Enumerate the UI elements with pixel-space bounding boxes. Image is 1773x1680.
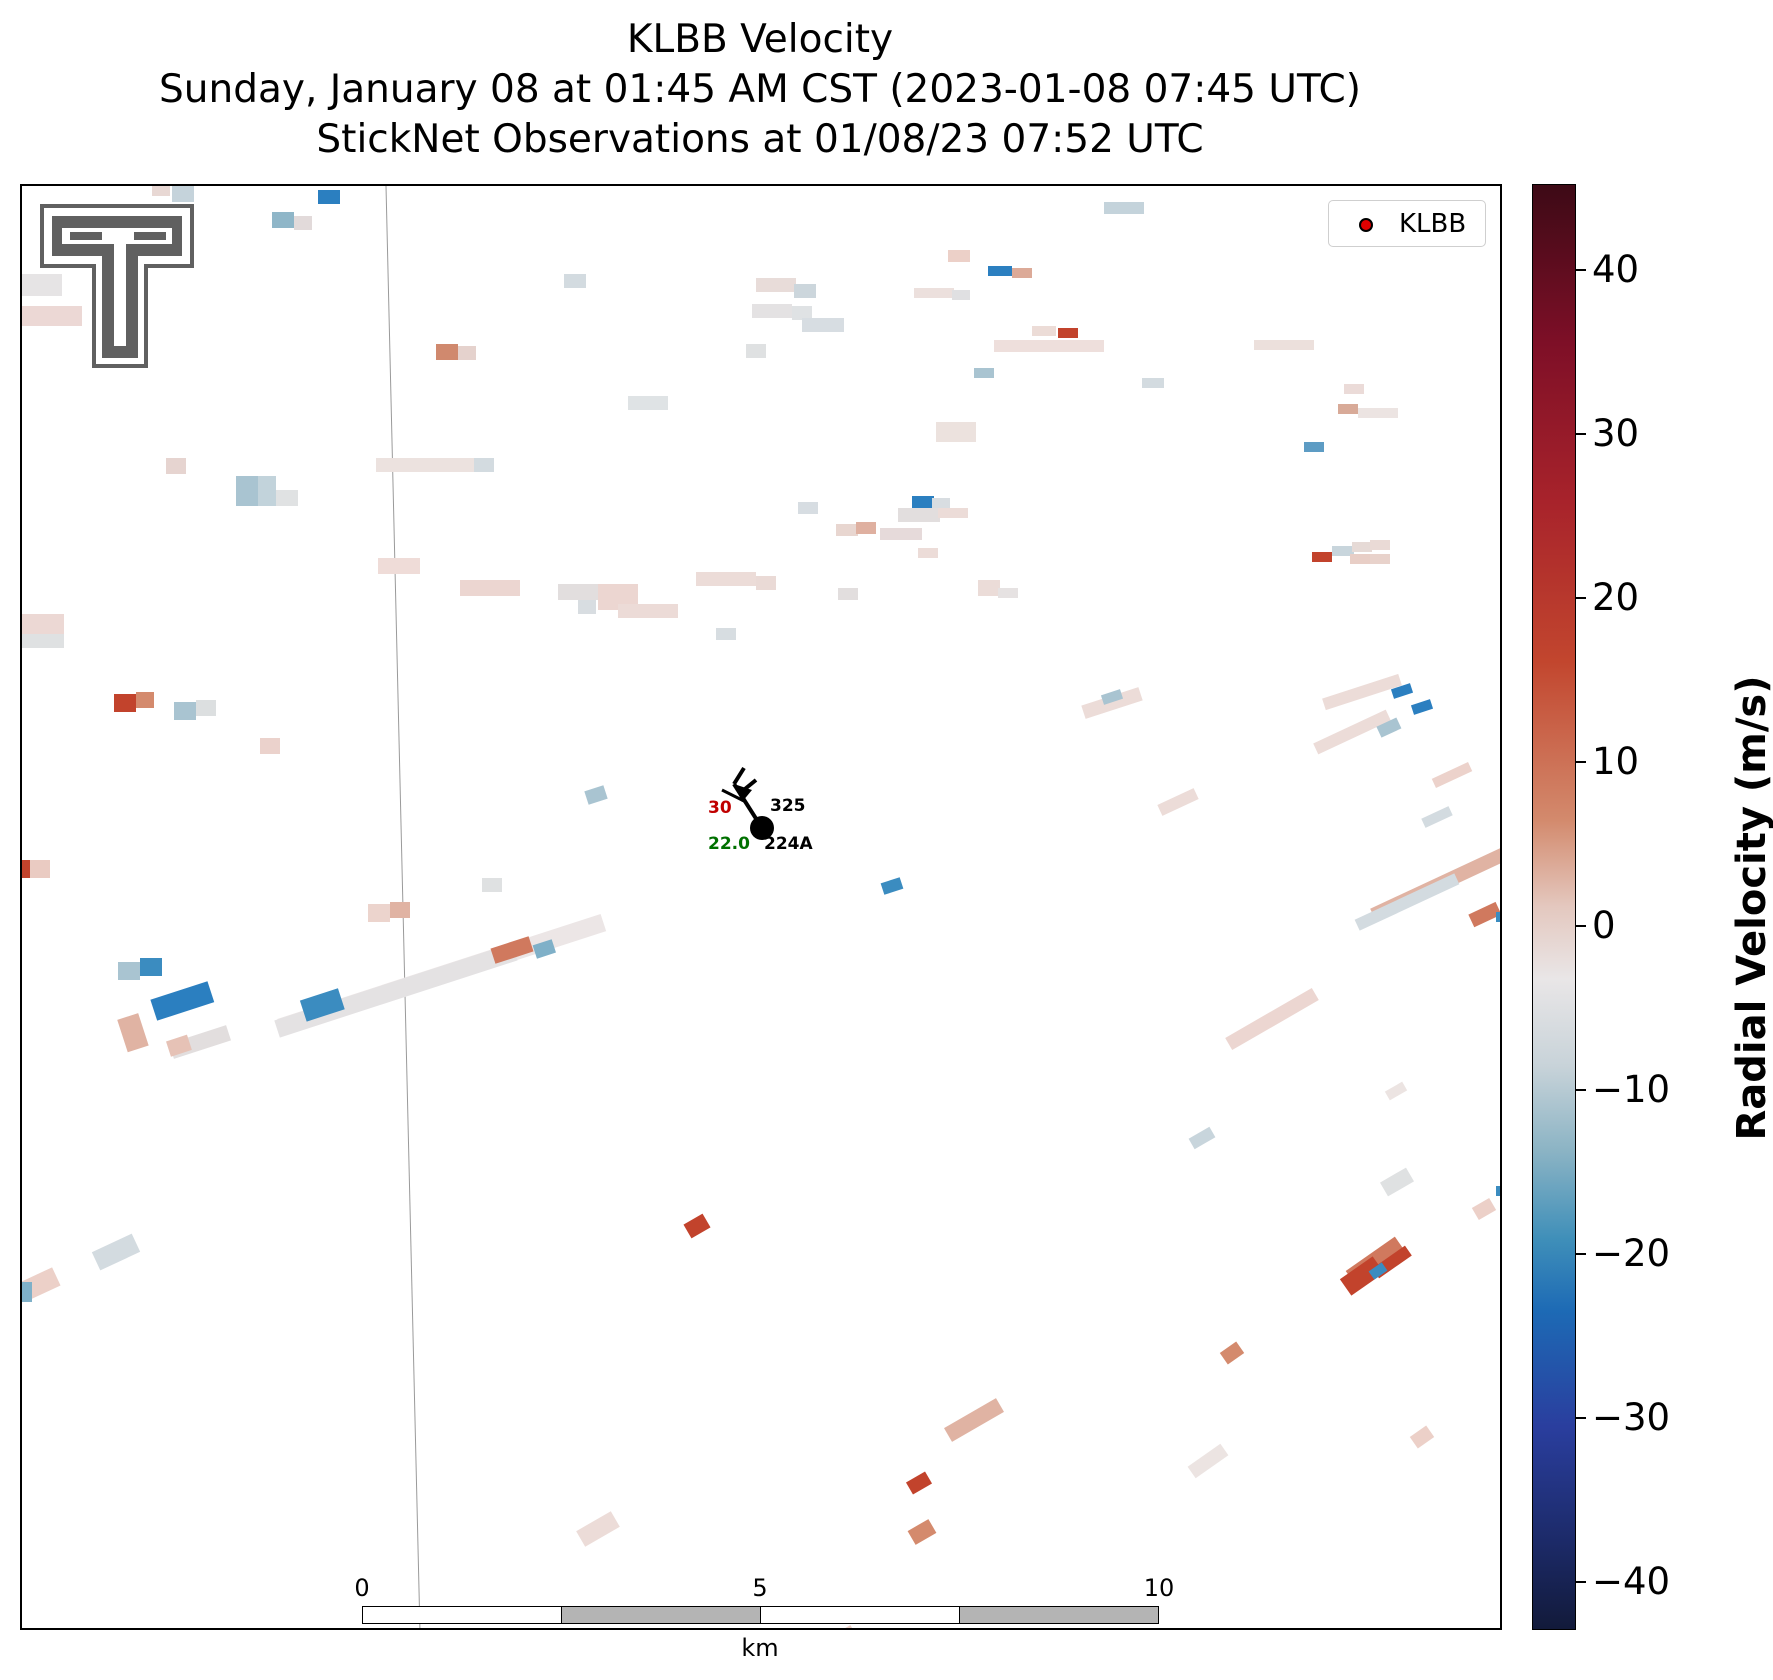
velocity-bands: [22, 673, 1500, 1628]
station-temperature: 30: [708, 798, 732, 818]
colorbar-label: 0: [1592, 904, 1616, 947]
title-line-1: KLBB Velocity: [626, 17, 894, 62]
texas-tech-logo: [40, 204, 194, 368]
klbb-marker-icon: [1359, 218, 1373, 232]
station-dewpoint: 22.0: [708, 834, 750, 854]
wind-barb-pennant: [734, 784, 752, 802]
title-line-2: Sunday, January 08 at 01:45 AM CST (2023…: [159, 67, 1361, 112]
radar-map[interactable]: 325 30 22.0 224A: [20, 184, 1502, 1630]
scale-segment-3: [760, 1606, 960, 1624]
radar-velocity-field: [22, 186, 1500, 1628]
scale-tick-10: 10: [1143, 1574, 1175, 1602]
colorbar-label: −40: [1592, 1560, 1671, 1603]
scale-segment-4: [959, 1606, 1159, 1624]
colorbar-label: 40: [1592, 248, 1640, 291]
colorbar-label: −10: [1592, 1068, 1671, 1111]
colorbar-label: −30: [1592, 1396, 1671, 1439]
velocity-gates: [22, 186, 1398, 980]
scale-segment-1: [362, 1606, 562, 1624]
scale-segment-2: [561, 1606, 761, 1624]
title-line-3: StickNet Observations at 01/08/23 07:52 …: [316, 117, 1204, 162]
colorbar-label: −20: [1592, 1232, 1671, 1275]
scale-tick-0: 0: [354, 1574, 370, 1602]
colorbar-tick: [1576, 761, 1586, 763]
colorbar-tick: [1576, 433, 1586, 435]
colorbar-tick: [1576, 597, 1586, 599]
velocity-colorbar: [1532, 184, 1576, 1630]
station-marker: [750, 816, 774, 840]
colorbar-tick: [1576, 1253, 1586, 1255]
colorbar-label: 10: [1592, 740, 1640, 783]
map-legend: KLBB: [1328, 200, 1486, 247]
colorbar-tick: [1576, 269, 1586, 271]
colorbar-tick: [1576, 1089, 1586, 1091]
colorbar-label: 30: [1592, 412, 1640, 455]
colorbar-tick: [1576, 925, 1586, 927]
colorbar-label: 20: [1592, 576, 1640, 619]
wind-barb-flag-1: [732, 766, 746, 786]
station-id: 224A: [764, 834, 813, 854]
colorbar-title: Radial Velocity (m/s): [1729, 675, 1773, 1141]
scale-unit: km: [741, 1634, 779, 1662]
legend-label: KLBB: [1399, 209, 1467, 239]
sticknet-station: [721, 766, 774, 840]
colorbar-tick: [1576, 1581, 1586, 1583]
scale-tick-5: 5: [752, 1574, 768, 1602]
station-top-label: 325: [770, 796, 806, 816]
scale-bar: [362, 1606, 1160, 1626]
colorbar-tick: [1576, 1417, 1586, 1419]
